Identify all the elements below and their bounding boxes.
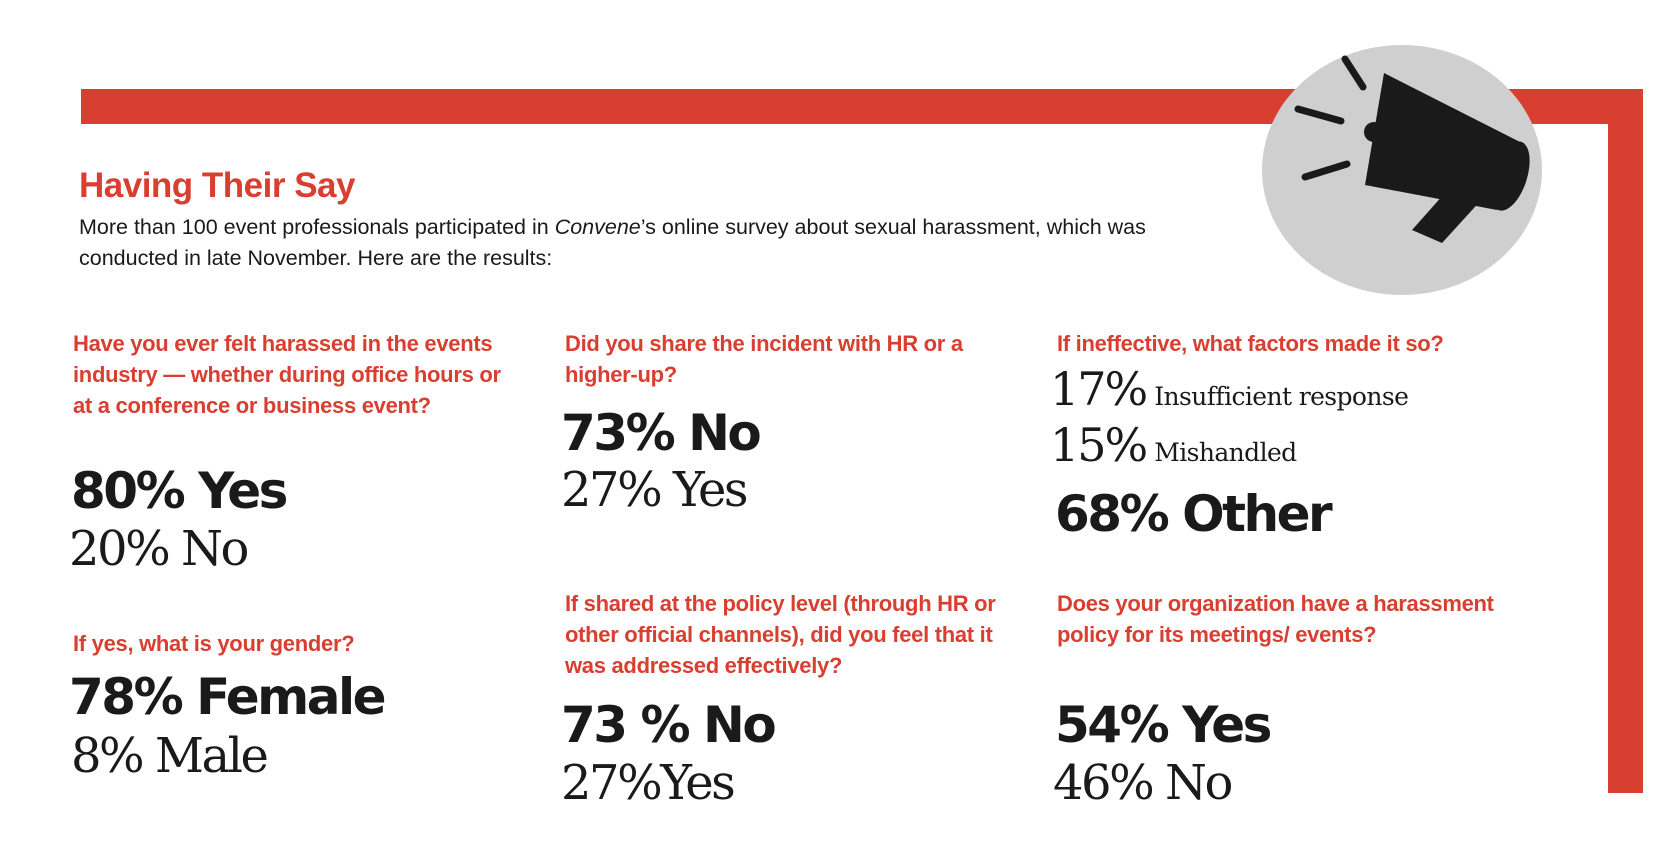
publication-name: Convene xyxy=(554,215,641,239)
question-shared: Did you share the incident with HR or a … xyxy=(565,331,963,387)
answer-harassed-primary: 80% Yes xyxy=(71,462,288,520)
question-gender: If yes, what is your gender? xyxy=(73,631,355,656)
answer-shared-secondary: 27% Yes xyxy=(561,462,749,518)
factor-label: Insufficient response xyxy=(1154,382,1409,411)
intro-text-part2: ’s online survey about sexual harassment… xyxy=(79,215,1146,270)
answer-factors-primary: 68% Other xyxy=(1055,485,1333,543)
question-harassed: Have you ever felt harassed in the event… xyxy=(73,331,501,418)
answer-gender-primary: 78% Female xyxy=(69,668,387,726)
factor-percent: 17% xyxy=(1050,362,1148,416)
intro-text: More than 100 event professionals partic… xyxy=(79,212,1189,274)
page-title: Having Their Say xyxy=(79,166,355,205)
question-policy: Does your organization have a harassment… xyxy=(1057,591,1494,647)
answer-gender-secondary: 8% Male xyxy=(71,728,269,784)
factor-percent: 15% xyxy=(1050,418,1148,472)
question-addressed: If shared at the policy level (through H… xyxy=(565,591,996,678)
answer-policy-secondary: 46% No xyxy=(1053,755,1233,811)
factor-item: 17% Insufficient response xyxy=(1050,362,1409,416)
megaphone-badge xyxy=(1262,45,1542,295)
red-frame-right xyxy=(1608,89,1643,793)
megaphone-icon xyxy=(1294,55,1530,243)
question-factors: If ineffective, what factors made it so? xyxy=(1057,331,1444,356)
answer-shared-primary: 73% No xyxy=(561,404,762,462)
intro-text-part1: More than 100 event professionals partic… xyxy=(79,215,555,239)
answer-addressed-primary: 73 % No xyxy=(561,696,777,754)
answer-addressed-secondary: 27%Yes xyxy=(561,755,736,811)
factor-item: 15% Mishandled xyxy=(1050,418,1297,472)
answer-policy-primary: 54% Yes xyxy=(1055,696,1272,754)
answer-harassed-secondary: 20% No xyxy=(69,521,249,577)
factor-label: Mishandled xyxy=(1154,438,1297,467)
